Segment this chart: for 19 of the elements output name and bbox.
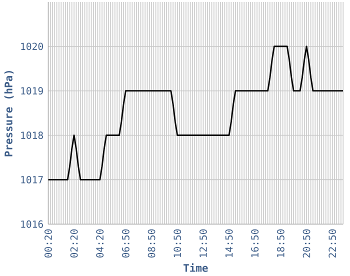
- x-tick-label: 22:50: [328, 229, 336, 258]
- x-tick-label: 06:50: [122, 229, 130, 258]
- x-tick-label: 18:50: [276, 229, 284, 257]
- y-tick-label: 1016: [21, 220, 43, 228]
- y-tick-label: 1018: [21, 131, 43, 139]
- x-tick-label: 16:50: [251, 229, 259, 257]
- y-axis-title: Pressure (hPa): [4, 70, 14, 156]
- x-tick-label: 12:50: [199, 229, 207, 257]
- x-tick-label: 20:50: [302, 229, 310, 258]
- x-tick-label: 14:50: [225, 229, 233, 257]
- x-tick-label: 04:20: [96, 229, 104, 258]
- x-tick-label: 08:50: [148, 229, 156, 258]
- x-tick-label: 00:20: [44, 229, 52, 258]
- x-tick-label: 02:20: [70, 229, 78, 258]
- x-axis-title: Time: [184, 263, 208, 272]
- y-tick-label: 1019: [21, 87, 43, 94]
- y-tick-label: 1017: [21, 176, 43, 184]
- y-tick-label: 1020: [21, 42, 43, 50]
- x-tick-label: 10:50: [174, 229, 182, 257]
